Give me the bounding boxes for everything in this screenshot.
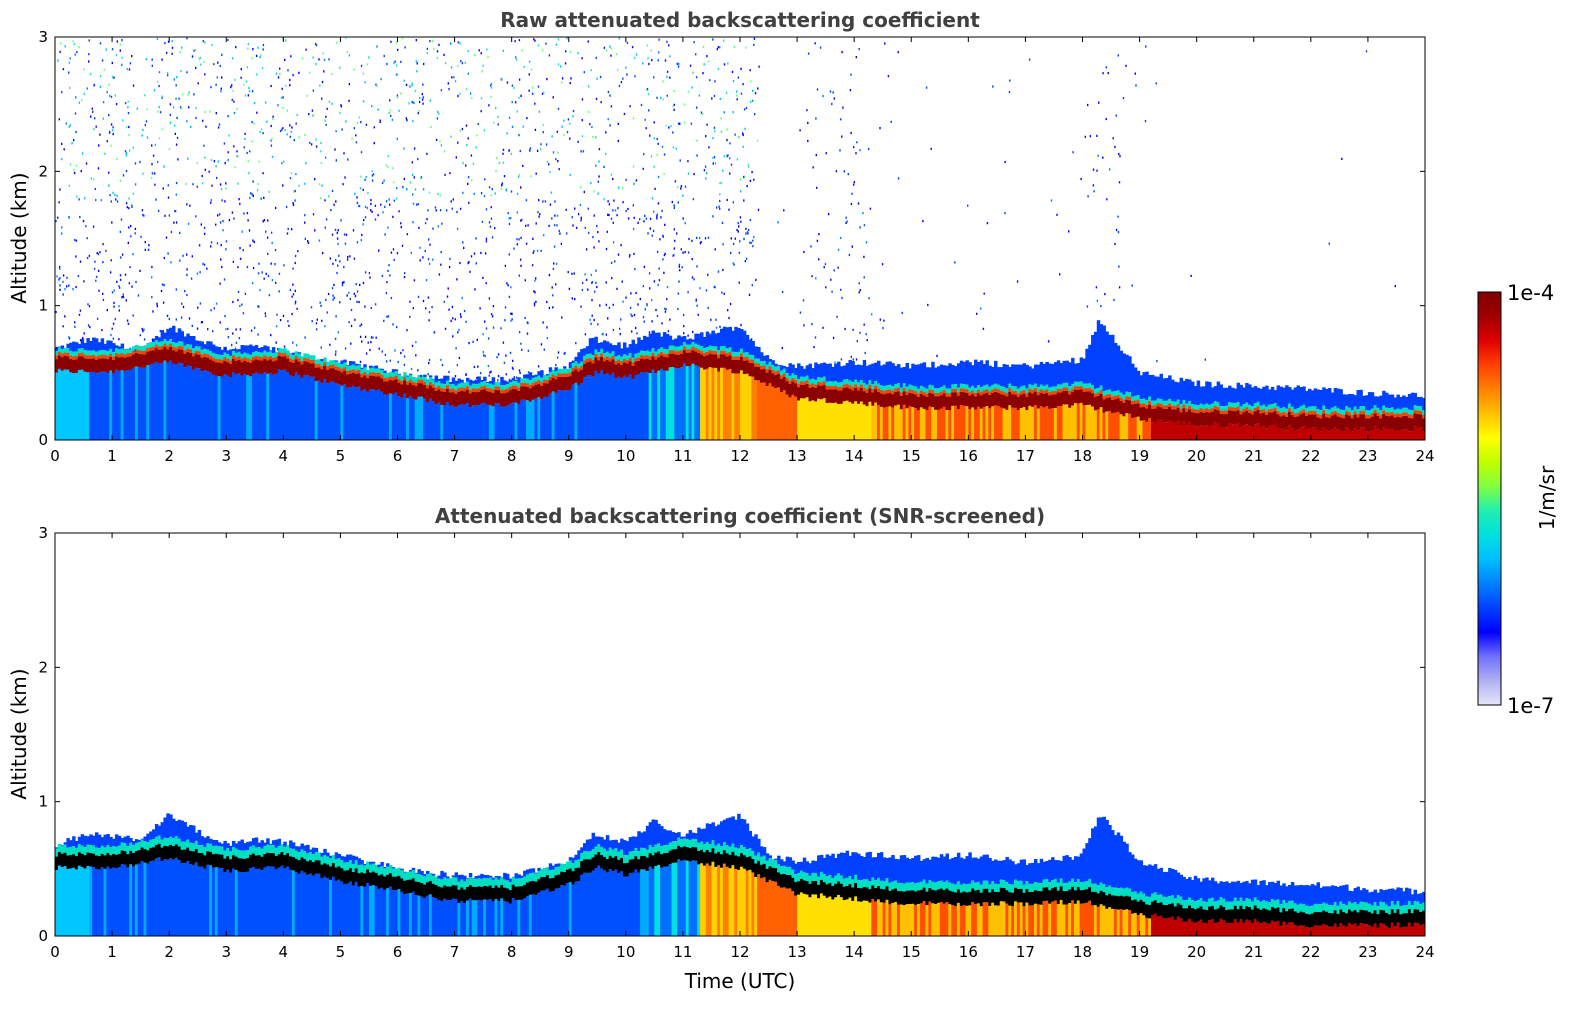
x-tick-label: 7 [450,943,460,961]
x-tick-label: 0 [50,943,60,961]
x-tick-label: 20 [1187,943,1206,961]
x-tick-label: 12 [730,943,749,961]
panel-raw: Raw attenuated backscattering coefficien… [7,8,1435,465]
x-tick-label: 21 [1244,943,1263,961]
x-tick-label: 3 [221,447,231,465]
y-tick-label: 0 [38,431,48,449]
chart-title: Attenuated backscattering coefficient (S… [435,504,1045,528]
x-tick-label: 18 [1073,943,1092,961]
chart-title: Raw attenuated backscattering coefficien… [500,8,980,32]
x-tick-label: 8 [507,447,517,465]
x-axis-label: Time (UTC) [684,969,796,993]
x-tick-label: 17 [1016,447,1035,465]
x-tick-label: 15 [902,943,921,961]
x-tick-label: 19 [1130,447,1149,465]
x-tick-label: 23 [1358,447,1377,465]
y-tick-label: 2 [38,658,48,676]
heatmap-area [55,37,1426,440]
x-tick-label: 13 [788,943,807,961]
x-tick-label: 20 [1187,447,1206,465]
panel-screened: Attenuated backscattering coefficient (S… [7,504,1435,993]
x-tick-label: 11 [673,943,692,961]
y-tick-label: 3 [38,524,48,542]
colorbar: 1e-4 1e-7 1/m/sr [1478,281,1559,718]
x-tick-label: 1 [107,943,117,961]
y-tick-label: 1 [38,793,48,811]
y-tick-label: 0 [38,927,48,945]
x-tick-label: 14 [845,943,864,961]
x-tick-label: 23 [1358,943,1377,961]
colorbar-unit-label: 1/m/sr [1535,465,1559,530]
x-tick-label: 6 [393,943,403,961]
x-tick-label: 9 [564,447,574,465]
x-tick-label: 1 [107,447,117,465]
x-tick-label: 13 [788,447,807,465]
x-tick-label: 3 [221,943,231,961]
x-tick-label: 15 [902,447,921,465]
y-axis-label: Altitude (km) [7,172,31,303]
x-tick-label: 12 [730,447,749,465]
x-tick-label: 9 [564,943,574,961]
x-tick-label: 5 [336,943,346,961]
x-tick-label: 19 [1130,943,1149,961]
x-tick-label: 10 [616,943,635,961]
x-tick-label: 11 [673,447,692,465]
x-tick-label: 10 [616,447,635,465]
heatmap-area [55,813,1426,936]
x-tick-label: 18 [1073,447,1092,465]
x-tick-label: 24 [1415,943,1434,961]
x-tick-label: 5 [336,447,346,465]
colorbar-max-label: 1e-4 [1507,281,1554,305]
x-tick-label: 14 [845,447,864,465]
x-tick-label: 22 [1301,447,1320,465]
colorbar-min-label: 1e-7 [1507,694,1554,718]
y-tick-label: 2 [38,162,48,180]
x-tick-label: 4 [279,447,289,465]
x-tick-label: 2 [164,943,174,961]
y-tick-label: 3 [38,28,48,46]
x-tick-label: 16 [959,943,978,961]
x-tick-label: 6 [393,447,403,465]
colorbar-gradient [1478,292,1501,705]
x-tick-label: 24 [1415,447,1434,465]
x-tick-label: 4 [279,943,289,961]
x-tick-label: 8 [507,943,517,961]
x-tick-label: 17 [1016,943,1035,961]
x-tick-label: 16 [959,447,978,465]
x-tick-label: 7 [450,447,460,465]
x-tick-label: 21 [1244,447,1263,465]
x-tick-label: 0 [50,447,60,465]
x-tick-label: 22 [1301,943,1320,961]
y-axis-label: Altitude (km) [7,668,31,799]
y-tick-label: 1 [38,297,48,315]
x-tick-label: 2 [164,447,174,465]
